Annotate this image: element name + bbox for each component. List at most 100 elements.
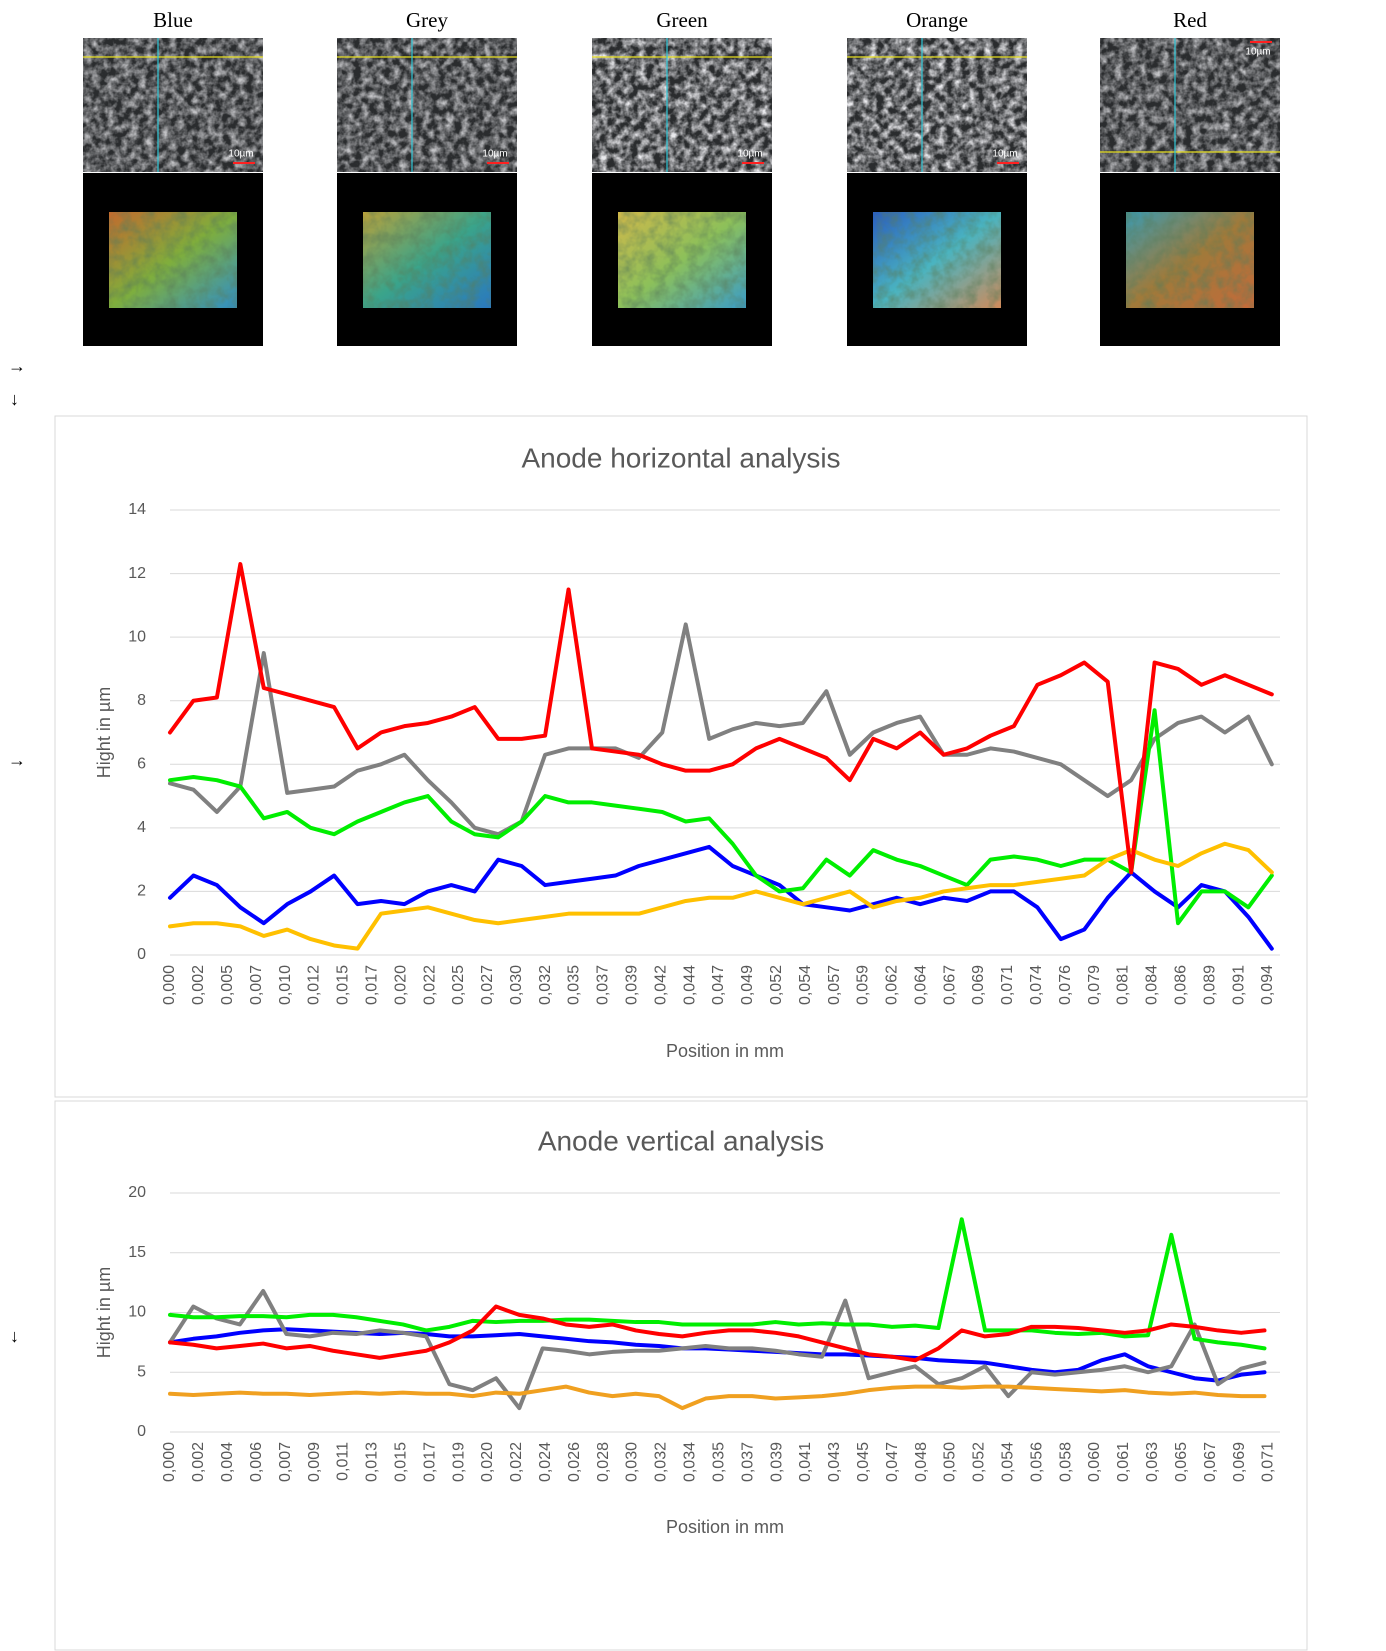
y-tick-label: 10 [128,628,146,645]
scale-bar-label: 10µm [992,149,1017,160]
x-tick-label: 0,006 [248,1442,265,1482]
sample-images: Blue10µmGrey10µmGreen10µmOrange10µmRed10… [83,8,1280,346]
x-tick-label: 0,000 [161,965,178,1005]
height-map-texture [1126,212,1254,308]
chart-title: Anode vertical analysis [538,1125,824,1156]
x-tick-label: 0,089 [1201,965,1218,1005]
x-tick-label: 0,052 [971,1442,988,1482]
x-tick-label: 0,002 [190,965,207,1005]
x-tick-label: 0,039 [624,965,641,1005]
x-tick-label: 0,037 [739,1442,756,1482]
x-tick-label: 0,002 [190,1442,207,1482]
x-tick-label: 0,076 [1057,965,1074,1005]
scale-bar-label: 10µm [737,149,762,160]
sample-label: Blue [153,8,193,32]
x-tick-label: 0,028 [595,1442,612,1482]
y-tick-label: 0 [137,946,146,963]
x-tick-label: 0,094 [1259,965,1276,1005]
page: Blue10µmGrey10µmGreen10µmOrange10µmRed10… [0,0,1386,1651]
x-tick-label: 0,012 [306,965,323,1005]
x-tick-label: 0,091 [1230,965,1247,1005]
x-tick-label: 0,026 [566,1442,583,1482]
x-tick-label: 0,043 [826,1442,843,1482]
arrow: → [8,750,26,770]
x-tick-label: 0,063 [1144,1442,1161,1482]
x-tick-label: 0,079 [1086,965,1103,1005]
x-tick-label: 0,067 [941,965,958,1005]
y-tick-label: 5 [137,1363,146,1380]
x-tick-label: 0,064 [912,965,929,1005]
x-tick-label: 0,071 [1260,1442,1277,1482]
x-tick-label: 0,005 [219,965,236,1005]
x-tick-label: 0,086 [1172,965,1189,1005]
x-tick-label: 0,042 [652,965,669,1005]
x-tick-label: 0,039 [768,1442,785,1482]
x-tick-label: 0,048 [913,1442,930,1482]
x-tick-label: 0,010 [277,965,294,1005]
x-tick-label: 0,052 [768,965,785,1005]
x-tick-label: 0,067 [1202,1442,1219,1482]
x-tick-label: 0,019 [450,1442,467,1482]
x-tick-label: 0,047 [884,1442,901,1482]
sample-label: Green [656,8,708,32]
x-tick-label: 0,022 [508,1442,525,1482]
x-tick-label: 0,024 [537,1442,554,1482]
x-tick-label: 0,037 [595,965,612,1005]
chart: Anode vertical analysis051015200,0000,00… [55,1101,1307,1650]
y-axis-title: Hight in µm [94,1267,114,1358]
figure: Blue10µmGrey10µmGreen10µmOrange10µmRed10… [0,0,1386,1651]
x-tick-label: 0,059 [855,965,872,1005]
x-tick-label: 0,056 [1028,1442,1045,1482]
x-tick-label: 0,017 [363,965,380,1005]
sample-label: Red [1173,8,1207,32]
y-axis-title: Hight in µm [94,687,114,778]
height-map-texture [618,212,746,308]
chart: Anode horizontal analysis024681012140,00… [55,416,1307,1097]
x-tick-label: 0,062 [884,965,901,1005]
x-tick-label: 0,015 [335,965,352,1005]
x-tick-label: 0,007 [248,965,265,1005]
x-tick-label: 0,025 [450,965,467,1005]
x-tick-label: 0,081 [1115,965,1132,1005]
scale-bar-label: 10µm [228,149,253,160]
x-tick-label: 0,084 [1144,965,1161,1005]
x-tick-label: 0,044 [681,965,698,1005]
x-tick-label: 0,020 [479,1442,496,1482]
x-tick-label: 0,065 [1173,1442,1190,1482]
x-tick-label: 0,004 [219,1442,236,1482]
height-map-texture [873,212,1001,308]
x-tick-label: 0,032 [653,1442,670,1482]
x-tick-label: 0,047 [710,965,727,1005]
x-tick-label: 0,011 [335,1442,352,1481]
x-tick-label: 0,022 [421,965,438,1005]
chart-frame [55,1101,1307,1650]
x-tick-label: 0,069 [1231,1442,1248,1482]
y-tick-label: 15 [128,1244,146,1261]
x-tick-label: 0,000 [161,1442,178,1482]
x-tick-label: 0,058 [1057,1442,1074,1482]
y-tick-label: 2 [137,883,146,900]
x-tick-label: 0,034 [682,1442,699,1482]
x-tick-label: 0,054 [1000,1442,1017,1482]
arrow: ↓ [10,1326,19,1346]
scale-bar-label: 10µm [1245,47,1270,58]
charts: Anode horizontal analysis024681012140,00… [55,416,1307,1650]
x-tick-label: 0,020 [392,965,409,1005]
y-tick-label: 8 [137,692,146,709]
x-tick-label: 0,061 [1115,1442,1132,1482]
x-tick-label: 0,015 [392,1442,409,1482]
height-map-texture [363,212,491,308]
x-tick-label: 0,030 [508,965,525,1005]
x-tick-label: 0,041 [797,1442,814,1482]
x-tick-label: 0,030 [624,1442,641,1482]
x-tick-label: 0,060 [1086,1442,1103,1482]
x-tick-label: 0,032 [537,965,554,1005]
x-tick-label: 0,009 [306,1442,323,1482]
y-tick-label: 20 [128,1184,146,1201]
x-tick-label: 0,069 [970,965,987,1005]
sample-label: Grey [406,8,448,32]
arrow: ↓ [10,389,19,409]
x-tick-label: 0,013 [364,1442,381,1482]
scale-bar-label: 10µm [482,149,507,160]
x-tick-label: 0,057 [826,965,843,1005]
